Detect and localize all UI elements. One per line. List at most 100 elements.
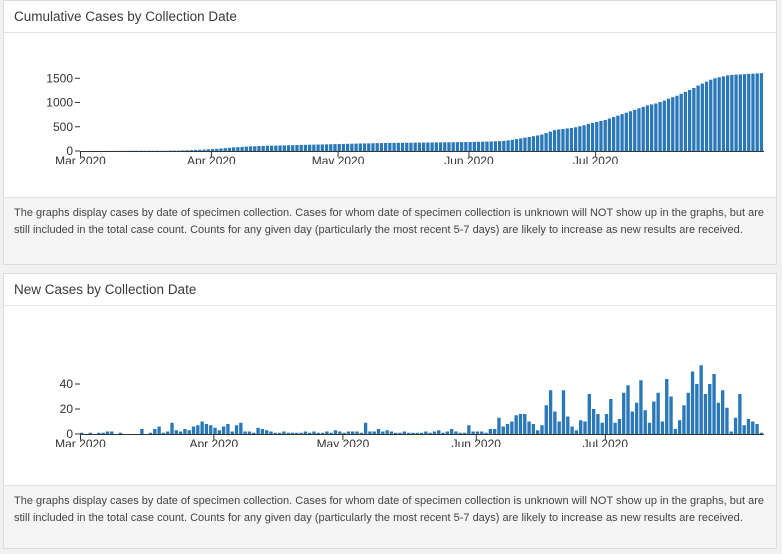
bar bbox=[665, 379, 668, 434]
bar bbox=[325, 432, 328, 435]
bar bbox=[219, 148, 222, 151]
bar bbox=[215, 149, 218, 151]
bar bbox=[620, 114, 623, 151]
bar bbox=[110, 432, 113, 435]
bar bbox=[381, 432, 384, 435]
bar bbox=[228, 148, 231, 151]
bar bbox=[493, 429, 496, 434]
y-tick-label: 40 bbox=[60, 377, 74, 391]
bar bbox=[582, 125, 585, 151]
bar bbox=[192, 427, 195, 435]
bar bbox=[198, 150, 201, 151]
bar bbox=[708, 384, 711, 434]
bar bbox=[162, 433, 165, 434]
bar bbox=[321, 433, 324, 434]
bar bbox=[265, 430, 268, 434]
bar bbox=[644, 410, 647, 434]
bar bbox=[300, 145, 303, 151]
bar bbox=[613, 423, 616, 434]
bar bbox=[592, 409, 595, 434]
bar bbox=[342, 144, 345, 151]
panel-footnote: The graphs display cases by date of spec… bbox=[4, 197, 776, 264]
bar bbox=[377, 429, 380, 434]
bar bbox=[407, 433, 410, 434]
bar bbox=[443, 142, 446, 151]
bar bbox=[642, 107, 645, 151]
bar bbox=[515, 139, 518, 151]
bar bbox=[625, 113, 628, 151]
bar bbox=[390, 432, 393, 435]
bar bbox=[330, 433, 333, 434]
bar bbox=[312, 432, 315, 435]
bar bbox=[680, 94, 683, 151]
bar bbox=[401, 143, 404, 151]
bar bbox=[149, 433, 152, 434]
bar bbox=[612, 117, 615, 151]
bar bbox=[270, 146, 273, 151]
bar bbox=[604, 120, 607, 151]
bar bbox=[333, 144, 336, 151]
bar bbox=[188, 430, 191, 434]
bar bbox=[718, 77, 721, 151]
bar bbox=[701, 84, 704, 151]
bar bbox=[519, 414, 522, 434]
bar bbox=[734, 75, 737, 151]
bar bbox=[622, 393, 625, 434]
bar bbox=[231, 432, 234, 435]
cumulative-cases-panel: Cumulative Cases by Collection Date 0 500… bbox=[3, 0, 777, 265]
bar bbox=[342, 433, 345, 434]
bar bbox=[196, 425, 199, 434]
bar bbox=[669, 397, 672, 435]
bar bbox=[468, 142, 471, 151]
x-tick-label: May 2020 bbox=[317, 437, 370, 447]
bar bbox=[523, 138, 526, 151]
bar bbox=[329, 144, 332, 151]
x-tick-label: May 2020 bbox=[312, 154, 365, 164]
bar bbox=[240, 147, 243, 151]
x-tick-label: Jun 2020 bbox=[444, 154, 494, 164]
bar bbox=[760, 433, 763, 434]
bar bbox=[321, 144, 324, 151]
bar bbox=[528, 137, 531, 151]
bar bbox=[747, 74, 750, 151]
bar bbox=[671, 97, 674, 151]
bar bbox=[222, 427, 225, 435]
bar bbox=[456, 142, 459, 151]
bar bbox=[433, 432, 436, 435]
bar bbox=[523, 414, 526, 434]
bar bbox=[616, 116, 619, 151]
bar bbox=[511, 140, 514, 151]
bar bbox=[635, 403, 638, 434]
bar bbox=[257, 146, 260, 151]
bar bbox=[218, 430, 221, 434]
cumulative-cases-svg: 0 500 1000 1500 Mar 2020 Apr 2020 May 2020 Jun … bbox=[4, 34, 776, 164]
bar bbox=[682, 405, 685, 434]
bar bbox=[452, 142, 455, 151]
bar bbox=[278, 433, 281, 434]
bar bbox=[709, 80, 712, 151]
panel-title: Cumulative Cases by Collection Date bbox=[4, 1, 776, 33]
bar bbox=[291, 433, 294, 434]
bar bbox=[675, 96, 678, 151]
bar bbox=[553, 412, 556, 435]
bar bbox=[506, 140, 509, 151]
y-tick-label: 1000 bbox=[46, 96, 73, 110]
bar bbox=[450, 429, 453, 434]
bar bbox=[235, 425, 238, 434]
bar bbox=[262, 146, 265, 151]
bar bbox=[485, 142, 488, 151]
bar bbox=[549, 132, 552, 151]
bar bbox=[317, 433, 320, 434]
bar bbox=[527, 422, 530, 435]
bar bbox=[751, 74, 754, 151]
bar bbox=[398, 433, 401, 434]
bar bbox=[414, 143, 417, 151]
bar bbox=[397, 143, 400, 151]
bar bbox=[637, 108, 640, 151]
bar bbox=[705, 82, 708, 151]
bar bbox=[751, 422, 754, 435]
bar bbox=[738, 394, 741, 434]
bar bbox=[650, 104, 653, 151]
bar bbox=[484, 433, 487, 434]
bar bbox=[721, 390, 724, 434]
